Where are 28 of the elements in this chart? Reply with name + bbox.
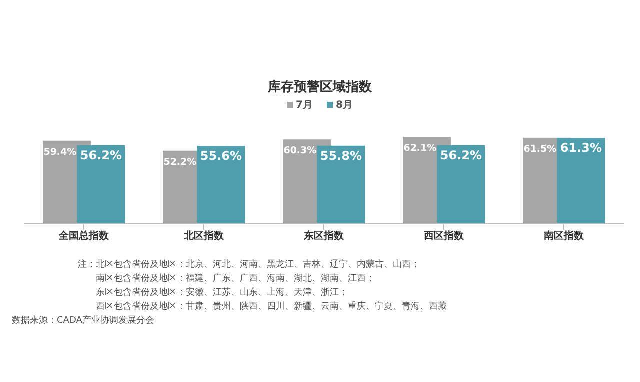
x-tick-label: 全国总指数 (58, 230, 110, 242)
bar (557, 138, 606, 224)
chart-title: 库存预警区域指数 (267, 78, 373, 96)
x-tick-label: 西区指数 (423, 230, 465, 242)
source-note: 数据来源：CADA产业协调发展分会 (12, 314, 154, 327)
text: 西区包含省份及地区：甘肃、贵州、陕西、四川、新疆、云南、重庆、宁夏、青海、西藏 (95, 300, 447, 314)
text: 注：北区包含省份及地区：北京、河北、河南、黑龙江、吉林、辽宁、内蒙古、山西； (78, 258, 421, 272)
data-label: 59.4% (44, 146, 78, 158)
legend-label: 7月 (295, 99, 313, 112)
bar (317, 146, 366, 224)
data-label: 56.2% (440, 148, 482, 162)
text: 东区包含省份及地区：安徽、江苏、山东、上海、天津、浙江； (95, 286, 349, 300)
x-tick-label: 东区指数 (303, 230, 345, 242)
x-tick-label: 南区指数 (543, 230, 585, 242)
data-label: 52.2% (164, 156, 198, 168)
data-label: 55.6% (200, 149, 242, 164)
data-label: 62.1% (404, 143, 438, 154)
text: 南区包含省份及地区：福建、广东、广西、海南、湖北、湖南、江西； (95, 272, 376, 286)
bar (437, 145, 486, 224)
legend-label: 8月 (335, 99, 353, 112)
data-label: 60.3% (284, 146, 318, 157)
data-label: 61.3% (560, 141, 602, 156)
data-label: 55.8% (320, 148, 362, 163)
data-label: 56.2% (80, 148, 122, 162)
bar (77, 145, 126, 224)
bar (197, 146, 246, 224)
x-tick-label: 北区指数 (183, 230, 225, 242)
data-label: 61.5% (524, 144, 558, 155)
